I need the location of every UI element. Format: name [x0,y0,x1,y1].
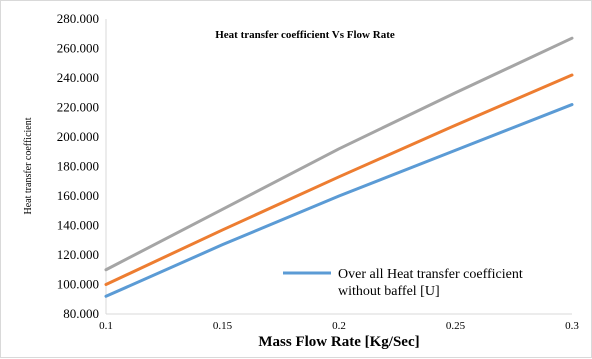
y-tick-label: 160.000 [57,188,99,203]
y-tick-label: 260.000 [57,41,99,56]
x-tick-label: 0.15 [213,320,233,332]
series-line-1 [104,73,574,286]
chart-title: Heat transfer coefficient Vs Flow Rate [215,29,395,41]
x-tick-labels: 0.1 0.15 0.2 0.25 0.3 [99,320,579,332]
y-tick-label: 220.000 [57,100,99,115]
legend-entry-line1: Over all Heat transfer coefficient [338,267,523,282]
y-tick-label: 200.000 [57,129,99,144]
y-tick-label: 100.000 [57,277,99,292]
series-line-0 [104,103,574,298]
y-tick-label: 240.000 [57,70,99,85]
legend: Over all Heat transfer coefficient witho… [283,267,523,299]
x-axis-label: Mass Flow Rate [Kg/Sec] [258,334,419,350]
x-tick-label: 0.25 [446,320,466,332]
x-tick-label: 0.2 [332,320,346,332]
legend-entry-line2: without baffel [U] [338,284,440,299]
y-tick-label: 180.000 [57,159,99,174]
y-axis-label: Heat transfer coefficient [23,117,34,214]
y-tick-label: 280.000 [57,11,99,26]
y-tick-label: 140.000 [57,218,99,233]
x-tick-label: 0.3 [565,320,579,332]
y-tick-labels: 80.000 100.000 120.000 140.000 160.000 180.00… [57,11,99,321]
x-tick-label: 0.1 [99,320,113,332]
y-tick-label: 80.000 [63,306,99,321]
axes [105,19,572,315]
y-tick-label: 120.000 [57,247,99,262]
series-line-2 [104,36,574,272]
series-lines [104,36,574,298]
